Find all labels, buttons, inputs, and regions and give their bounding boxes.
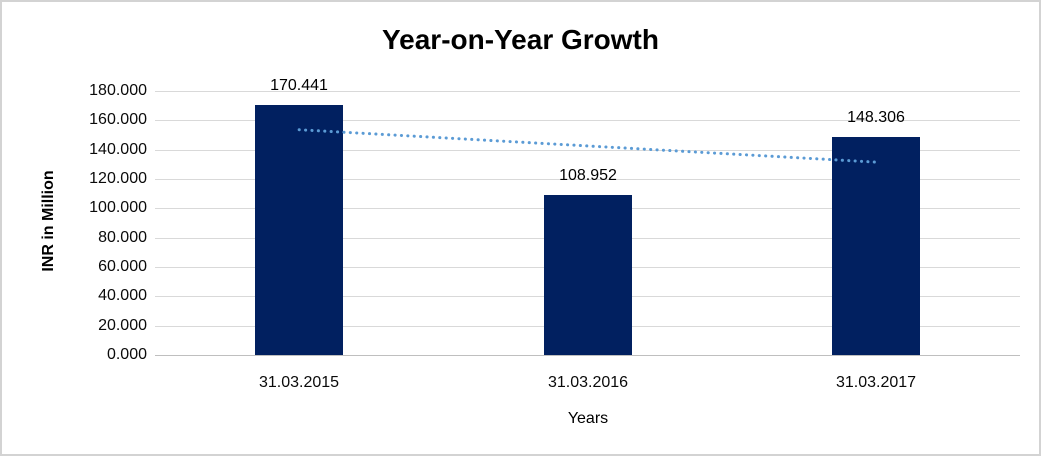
y-tick-label: 40.000 [98,287,147,304]
x-axis-title: Years [567,410,609,427]
bar [832,137,920,355]
x-tick-label: 31.03.2016 [547,374,629,391]
bar-value-label: 148.306 [847,109,905,126]
y-tick-label: 0.000 [106,346,147,363]
y-tick-label: 120.000 [89,170,147,187]
y-tick-label: 100.000 [89,199,147,216]
gridline [155,120,1020,121]
bar [544,195,632,355]
y-axis-title: INR in Million [40,170,57,272]
y-tick-label: 160.000 [89,111,147,128]
y-tick-label: 20.000 [98,317,147,334]
gridline [155,179,1020,180]
x-tick-label: 31.03.2015 [258,374,340,391]
x-axis-line [155,355,1020,356]
y-tick-label: 80.000 [98,229,147,246]
bar-value-label: 108.952 [559,167,617,184]
chart-title: Year-on-Year Growth [382,24,659,55]
y-tick-label: 180.000 [89,82,147,99]
y-tick-label: 140.000 [89,141,147,158]
bar [255,105,343,355]
x-tick-label: 31.03.2017 [835,374,917,391]
gridline [155,91,1020,92]
bar-value-label: 170.441 [270,77,328,94]
y-tick-label: 60.000 [98,258,147,275]
trendline-path [297,128,878,164]
